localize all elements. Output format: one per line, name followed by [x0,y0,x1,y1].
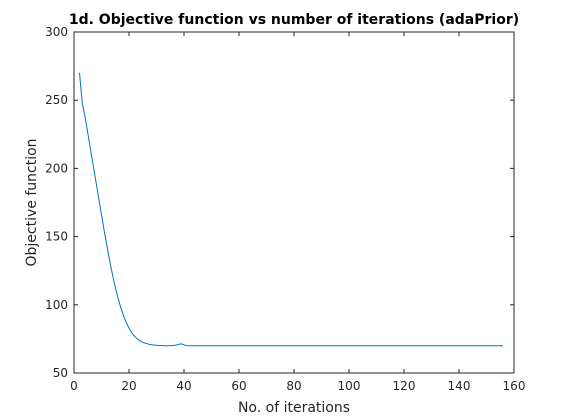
axes-box [73,31,515,374]
chart-title: 1d. Objective function vs number of iter… [69,12,519,28]
x-tick-label: 0 [70,379,78,393]
x-axis-ticks: 0 20 40 60 80 100 120 140 160 [70,32,525,393]
y-tick-label: 250 [45,93,68,107]
x-tick-label: 160 [503,379,526,393]
x-tick-label: 20 [121,379,136,393]
y-axis-ticks: 50 100 150 200 250 300 [45,25,514,380]
y-tick-label: 300 [45,25,68,39]
y-tick-label: 150 [45,230,68,244]
series-line [79,72,503,347]
y-tick-label: 50 [53,366,68,380]
x-tick-label: 140 [448,379,471,393]
x-tick-label: 120 [393,379,416,393]
x-tick-label: 60 [231,379,246,393]
y-tick-label: 200 [45,161,68,175]
plot-area: 0 20 40 60 80 100 120 140 160 50 100 150 200 250 300 [45,25,525,393]
y-tick-label: 100 [45,298,68,312]
x-axis-label: No. of iterations [238,400,350,416]
series-group [79,72,503,347]
x-tick-label: 80 [286,379,301,393]
y-axis-label: Objective function [24,138,40,266]
x-tick-label: 100 [338,379,361,393]
x-tick-label: 40 [176,379,191,393]
